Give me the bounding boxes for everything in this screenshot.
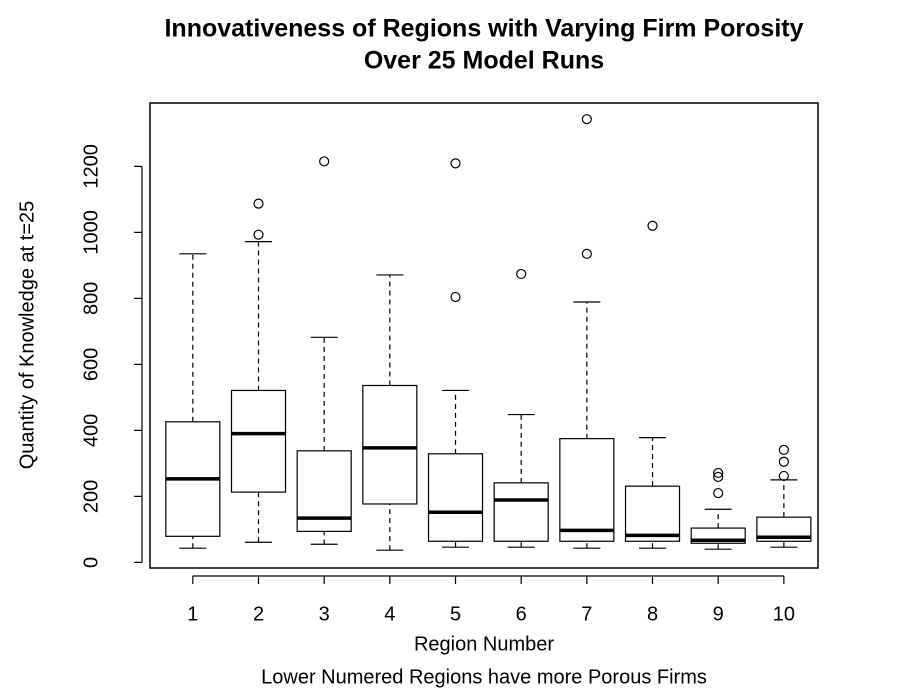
- outlier: [778, 470, 789, 482]
- x-tick-label: 5: [450, 603, 461, 625]
- outlier: [713, 467, 724, 479]
- outlier: [647, 220, 658, 231]
- y-tick-label: 600: [80, 348, 102, 381]
- y-tick-label: 800: [80, 282, 102, 315]
- x-tick-label: 9: [713, 603, 724, 625]
- box: [427, 453, 484, 542]
- y-tick-label: 0: [80, 557, 102, 568]
- x-axis-label: Region Number: [414, 633, 554, 655]
- x-tick-label: 8: [647, 603, 658, 625]
- x-tick-label: 1: [187, 603, 198, 625]
- x-tick-label: 4: [384, 603, 395, 625]
- box: [362, 384, 418, 505]
- outlier: [253, 198, 264, 209]
- chart-title: Innovativeness of Regions with Varying F…: [164, 15, 803, 43]
- y-axis-label: Quantity of Knowledge at t=25: [16, 201, 38, 470]
- x-tick-label: 10: [773, 603, 795, 625]
- x-tick-label: 2: [253, 603, 264, 625]
- y-tick-label: 400: [80, 414, 102, 447]
- y-tick-label: 1000: [80, 210, 102, 255]
- outlier: [713, 487, 724, 499]
- subtitle: Lower Numered Regions have more Porous F…: [261, 666, 707, 688]
- chart-title: Over 25 Model Runs: [364, 47, 604, 75]
- box: [230, 389, 287, 493]
- outlier: [319, 156, 330, 167]
- box: [493, 482, 549, 542]
- plot-frame: [149, 102, 819, 569]
- outlier: [450, 291, 461, 303]
- outlier: [450, 158, 461, 169]
- box: [559, 438, 615, 542]
- outlier: [581, 114, 592, 125]
- x-tick-label: 3: [319, 603, 330, 625]
- outlier: [778, 444, 789, 455]
- outlier: [713, 471, 724, 483]
- x-tick-label: 6: [516, 603, 527, 625]
- outlier: [778, 456, 789, 467]
- box: [624, 485, 681, 542]
- outlier: [253, 229, 264, 240]
- y-tick-label: 1200: [80, 144, 102, 189]
- outlier: [516, 268, 527, 280]
- outlier: [581, 248, 592, 259]
- x-tick-label: 7: [581, 603, 592, 625]
- y-tick-label: 200: [80, 480, 102, 513]
